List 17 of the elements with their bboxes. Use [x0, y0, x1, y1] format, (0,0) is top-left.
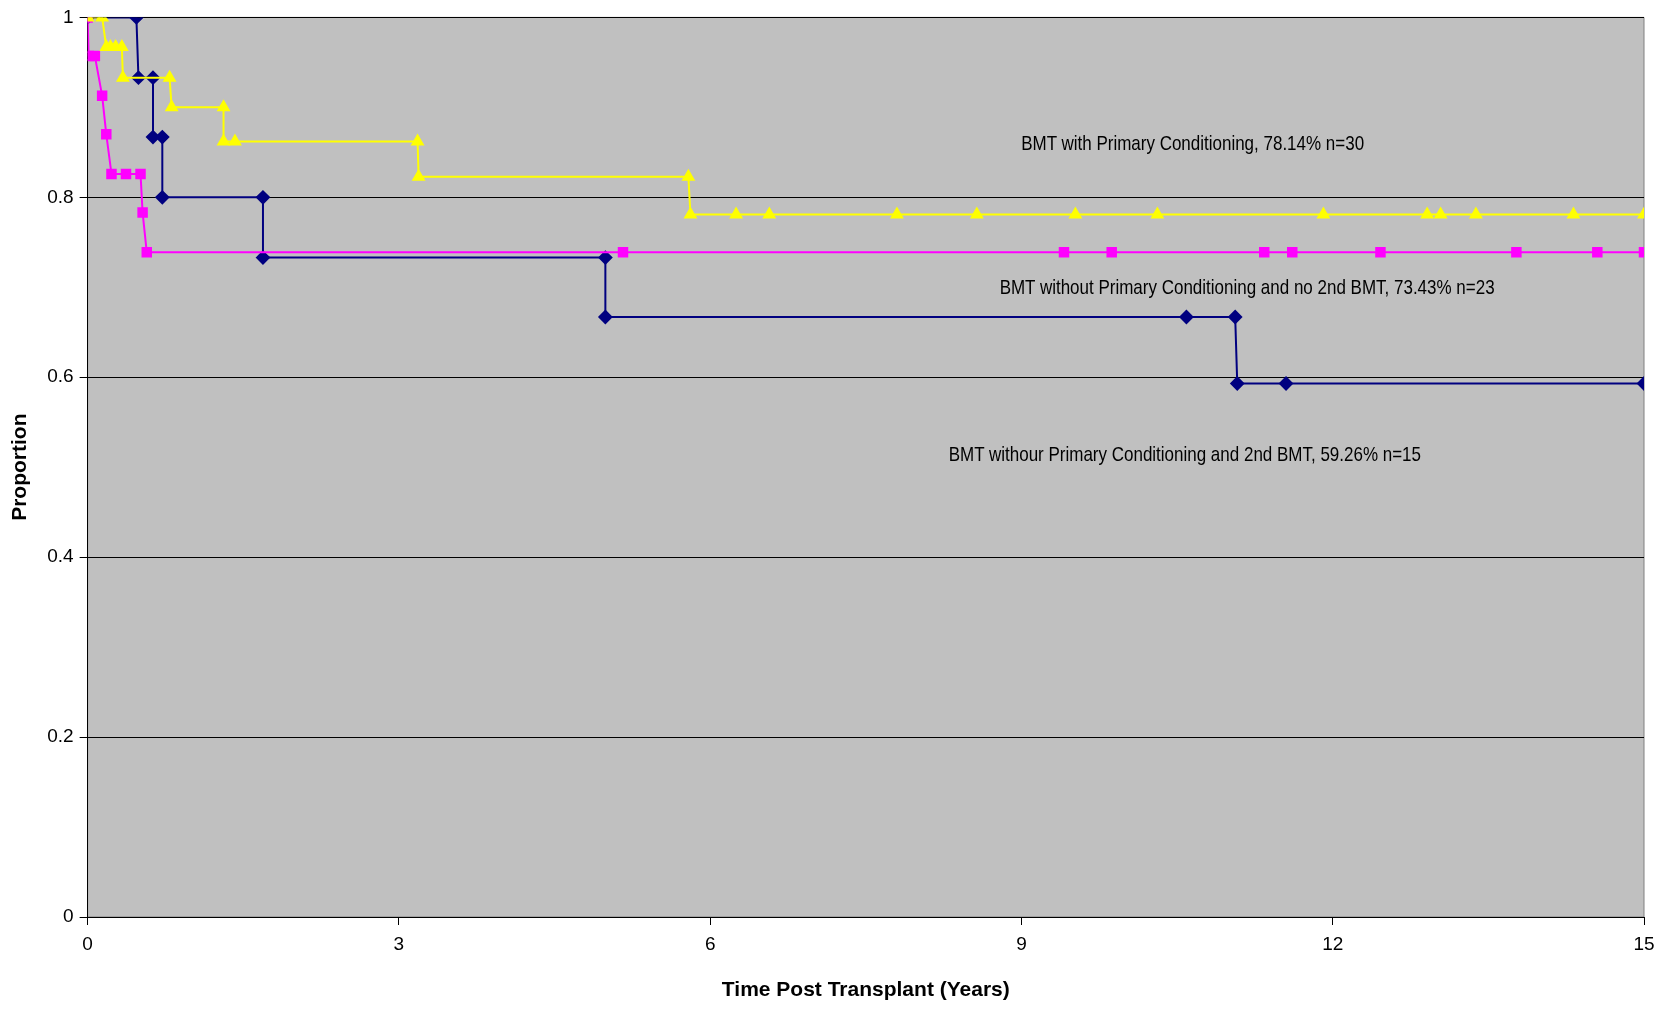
y-tick-label: 1: [63, 5, 74, 27]
y-tick-label: 0.8: [47, 185, 74, 207]
series-label: BMT without Primary Conditioning and no 2nd BMT, 73.43% n=23: [999, 275, 1495, 299]
y-tick-label: 0.2: [47, 725, 74, 747]
x-tick-label: 9: [1016, 932, 1027, 954]
y-tick-label: 0.6: [47, 365, 74, 387]
x-tick-label: 15: [1633, 932, 1655, 954]
y-tick-label: 0: [63, 905, 74, 927]
x-tick-label: 12: [1322, 932, 1344, 954]
y-axis-title: Proportion: [7, 413, 31, 521]
x-axis-title: Time Post Transplant (Years): [721, 977, 1010, 1001]
x-tick-label: 3: [393, 932, 405, 954]
y-tick-label: 0.4: [47, 545, 75, 567]
text: BMT withour Primary Conditioning and 2nd BMT, 59.26% n=15: [948, 442, 1422, 466]
text: BMT with Primary Conditioning, 78.14% n=30: [1021, 131, 1365, 155]
x-tick-label: 0: [82, 932, 93, 954]
x-tick-label: 6: [704, 932, 716, 954]
